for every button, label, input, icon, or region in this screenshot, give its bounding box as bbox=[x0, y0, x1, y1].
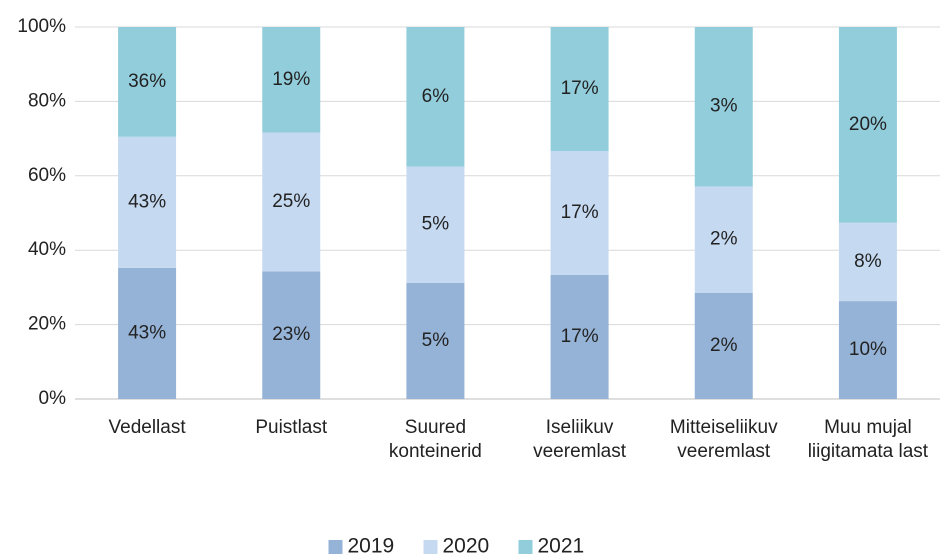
bar-segment bbox=[838, 301, 897, 399]
y-tick-label: 0% bbox=[39, 388, 67, 409]
y-tick-label: 60% bbox=[28, 165, 66, 186]
bar-segment bbox=[550, 151, 609, 275]
legend-swatch bbox=[423, 540, 438, 554]
data-label: 5% bbox=[422, 330, 450, 351]
bar-segment bbox=[838, 27, 897, 223]
data-label: 17% bbox=[561, 78, 599, 99]
bar-segment bbox=[262, 132, 321, 272]
bar-segment bbox=[118, 267, 177, 399]
data-label: 10% bbox=[849, 339, 887, 360]
bar-segment bbox=[406, 282, 465, 399]
data-label: 3% bbox=[710, 96, 738, 117]
legend-swatch bbox=[518, 540, 533, 554]
bar-segment bbox=[406, 27, 465, 167]
legend-swatch bbox=[328, 540, 343, 554]
bar-segment bbox=[694, 186, 753, 293]
x-tick-label: Muu mujal liigitamata last bbox=[807, 417, 929, 462]
x-tick-label: Mitteiseliikuv veeremlast bbox=[669, 417, 778, 462]
x-tick-label: Iseliikuv veeremlast bbox=[533, 417, 627, 462]
data-label: 36% bbox=[128, 71, 166, 92]
x-tick-label: Vedellast bbox=[108, 417, 186, 438]
bar-segment bbox=[694, 27, 753, 187]
bar-segment bbox=[406, 166, 465, 283]
legend-label: 2021 bbox=[538, 535, 585, 558]
data-label: 2% bbox=[710, 229, 738, 250]
bar-segment bbox=[838, 222, 897, 302]
data-label: 2% bbox=[710, 335, 738, 356]
data-label: 17% bbox=[561, 326, 599, 347]
y-tick-label: 100% bbox=[17, 16, 66, 37]
bar-segment bbox=[262, 271, 321, 399]
bar-segment bbox=[118, 27, 177, 137]
bar-segment bbox=[118, 136, 177, 268]
data-label: 20% bbox=[849, 114, 887, 135]
y-tick-label: 20% bbox=[28, 314, 66, 335]
bar-segment bbox=[694, 292, 753, 399]
legend-label: 2020 bbox=[443, 535, 490, 558]
data-label: 43% bbox=[128, 322, 166, 343]
data-label: 25% bbox=[272, 191, 310, 212]
data-label: 43% bbox=[128, 191, 166, 212]
x-tick-label: Suured konteinerid bbox=[388, 417, 482, 462]
x-tick-label: Puistlast bbox=[255, 417, 328, 438]
data-label: 17% bbox=[561, 202, 599, 223]
y-tick-label: 40% bbox=[28, 239, 66, 260]
data-label: 8% bbox=[854, 251, 882, 272]
legend-label: 2019 bbox=[348, 535, 395, 558]
bar-segment bbox=[550, 275, 609, 399]
data-label: 23% bbox=[272, 324, 310, 345]
bar-segment bbox=[550, 27, 609, 151]
data-label: 6% bbox=[422, 86, 450, 107]
bar-segment bbox=[262, 27, 321, 133]
data-label: 19% bbox=[272, 69, 310, 90]
data-label: 5% bbox=[422, 214, 450, 235]
y-tick-label: 80% bbox=[28, 90, 66, 111]
